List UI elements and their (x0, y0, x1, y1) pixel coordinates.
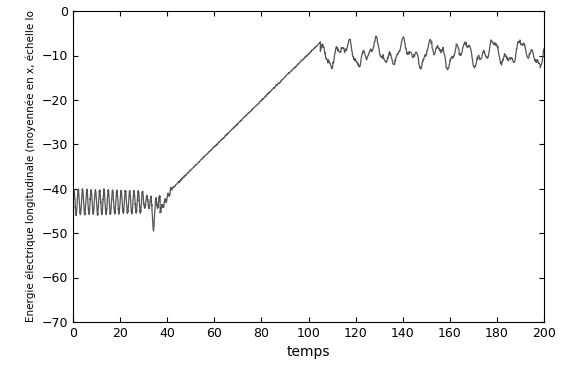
X-axis label: temps: temps (287, 345, 330, 359)
Y-axis label: Energie électrique longitudinale (moyennée en x, échelle lo: Energie électrique longitudinale (moyenn… (25, 11, 36, 322)
